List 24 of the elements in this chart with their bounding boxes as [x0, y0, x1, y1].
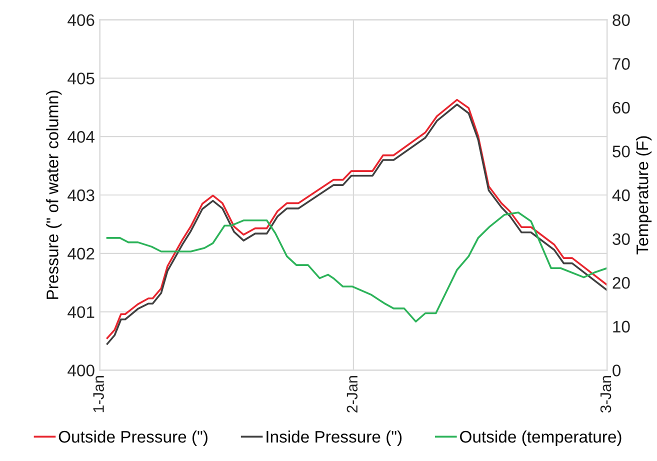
y2-tick-label: 0: [612, 364, 621, 376]
legend-label: Outside (temperature): [460, 430, 622, 446]
y2-tick-label: 40: [612, 189, 630, 202]
y2-tick-label: 50: [612, 146, 630, 158]
y2-tick-label: 80: [612, 14, 630, 26]
y2-tick-label: 10: [613, 320, 630, 333]
x-tick-label: 2-Jan: [346, 376, 358, 412]
y2-tick-label: 20: [612, 276, 630, 289]
y-tick-label: 402: [68, 248, 94, 260]
legend-label: Outside Pressure ("): [58, 430, 208, 446]
x-tick-label: 3-Jan: [600, 376, 612, 413]
y2-axis-title: Temperature (F): [636, 136, 652, 254]
y2-tick-label: 30: [612, 233, 630, 245]
x-tick-label: 1-Jan: [93, 376, 104, 412]
y-tick-label: 401: [68, 306, 94, 318]
y-tick-label: 406: [68, 14, 94, 26]
legend-label: Inside Pressure ("): [266, 430, 402, 446]
y-tick-label: 403: [68, 189, 94, 202]
y-axis-title: Pressure (" of water column): [46, 90, 62, 299]
y-tick-label: 405: [68, 72, 94, 84]
y2-tick-label: 70: [612, 58, 630, 70]
y-tick-label: 404: [68, 131, 95, 143]
y-tick-label: 400: [68, 364, 94, 376]
y2-tick-label: 60: [612, 102, 630, 114]
